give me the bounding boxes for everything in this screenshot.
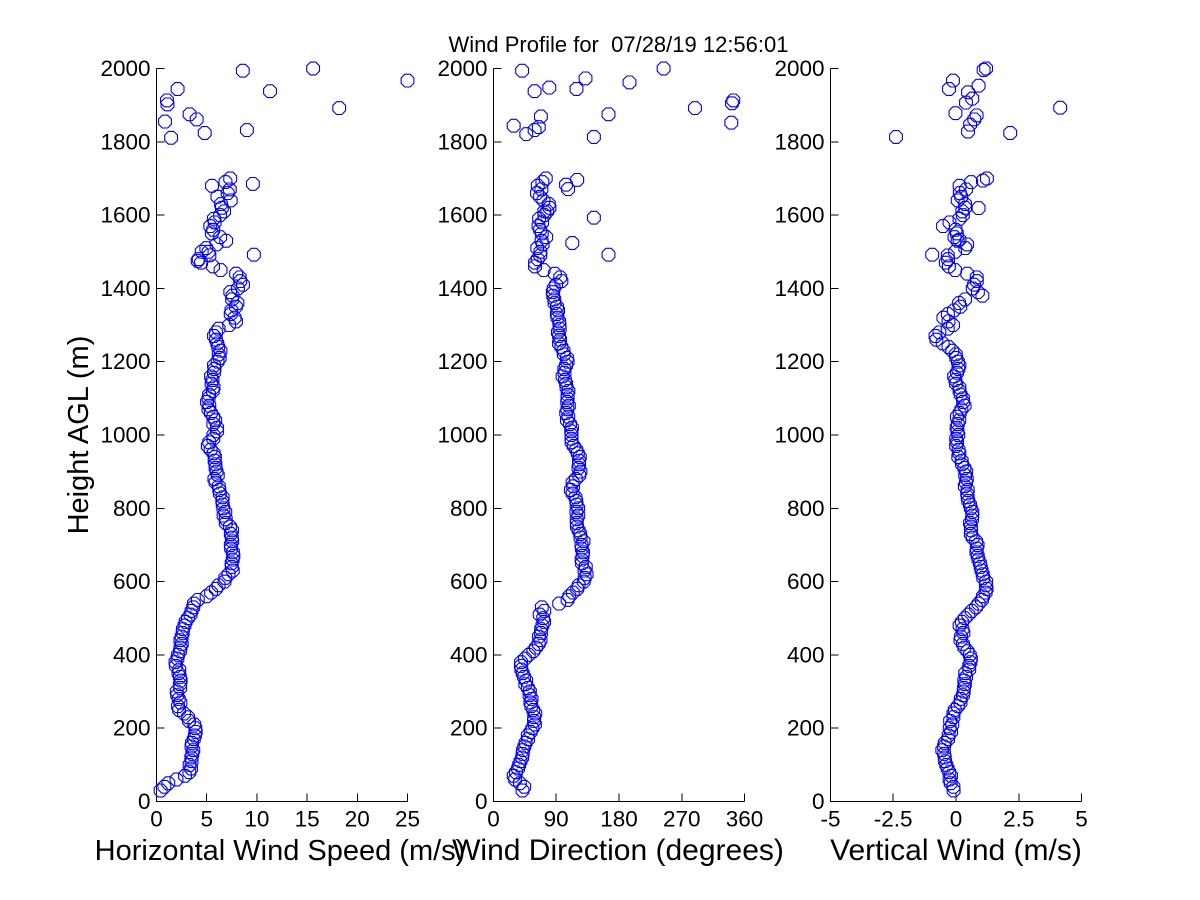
svg-text:0: 0 [950, 807, 963, 832]
svg-text:-2.5: -2.5 [874, 807, 913, 832]
svg-text:200: 200 [113, 716, 151, 741]
svg-text:5: 5 [200, 807, 213, 832]
svg-text:1000: 1000 [100, 423, 150, 448]
svg-text:2.5: 2.5 [1003, 807, 1034, 832]
svg-text:0: 0 [150, 807, 163, 832]
svg-text:2000: 2000 [100, 56, 150, 81]
svg-text:1600: 1600 [437, 203, 487, 228]
svg-text:20: 20 [345, 807, 370, 832]
svg-text:200: 200 [787, 716, 825, 741]
svg-text:180: 180 [600, 807, 638, 832]
svg-text:15: 15 [295, 807, 320, 832]
svg-text:270: 270 [663, 807, 701, 832]
svg-text:1200: 1200 [774, 349, 824, 374]
svg-text:25: 25 [395, 807, 420, 832]
svg-text:1800: 1800 [437, 129, 487, 154]
svg-text:360: 360 [726, 807, 764, 832]
svg-text:1000: 1000 [437, 423, 487, 448]
svg-text:1400: 1400 [437, 276, 487, 301]
svg-text:600: 600 [113, 569, 151, 594]
svg-text:1400: 1400 [774, 276, 824, 301]
svg-text:2000: 2000 [437, 56, 487, 81]
svg-text:400: 400 [450, 642, 488, 667]
svg-text:400: 400 [113, 642, 151, 667]
svg-text:0: 0 [138, 789, 151, 814]
svg-text:90: 90 [544, 807, 569, 832]
svg-text:-5: -5 [820, 807, 840, 832]
svg-text:1800: 1800 [100, 129, 150, 154]
svg-text:800: 800 [787, 496, 825, 521]
svg-text:Wind Direction (degrees): Wind Direction (degrees) [452, 834, 784, 867]
svg-text:5: 5 [1075, 807, 1088, 832]
svg-text:600: 600 [787, 569, 825, 594]
svg-text:Wind Profile for 07/28/19 12:: Wind Profile for 07/28/19 12:56:01 [449, 32, 789, 57]
svg-text:2000: 2000 [774, 56, 824, 81]
svg-text:Vertical Wind (m/s): Vertical Wind (m/s) [830, 834, 1082, 867]
svg-text:0: 0 [812, 789, 825, 814]
svg-text:800: 800 [113, 496, 151, 521]
svg-text:1600: 1600 [774, 203, 824, 228]
svg-text:400: 400 [787, 642, 825, 667]
svg-text:600: 600 [450, 569, 488, 594]
svg-text:0: 0 [475, 789, 488, 814]
svg-text:1800: 1800 [774, 129, 824, 154]
svg-text:Height AGL (m): Height AGL (m) [63, 336, 95, 535]
svg-text:1200: 1200 [100, 349, 150, 374]
svg-text:1000: 1000 [774, 423, 824, 448]
svg-text:800: 800 [450, 496, 488, 521]
svg-text:1400: 1400 [100, 276, 150, 301]
svg-text:200: 200 [450, 716, 488, 741]
svg-text:10: 10 [244, 807, 269, 832]
svg-text:0: 0 [487, 807, 500, 832]
svg-text:Horizontal Wind Speed (m/s): Horizontal Wind Speed (m/s) [95, 835, 466, 867]
svg-text:1200: 1200 [437, 349, 487, 374]
svg-text:1600: 1600 [100, 203, 150, 228]
